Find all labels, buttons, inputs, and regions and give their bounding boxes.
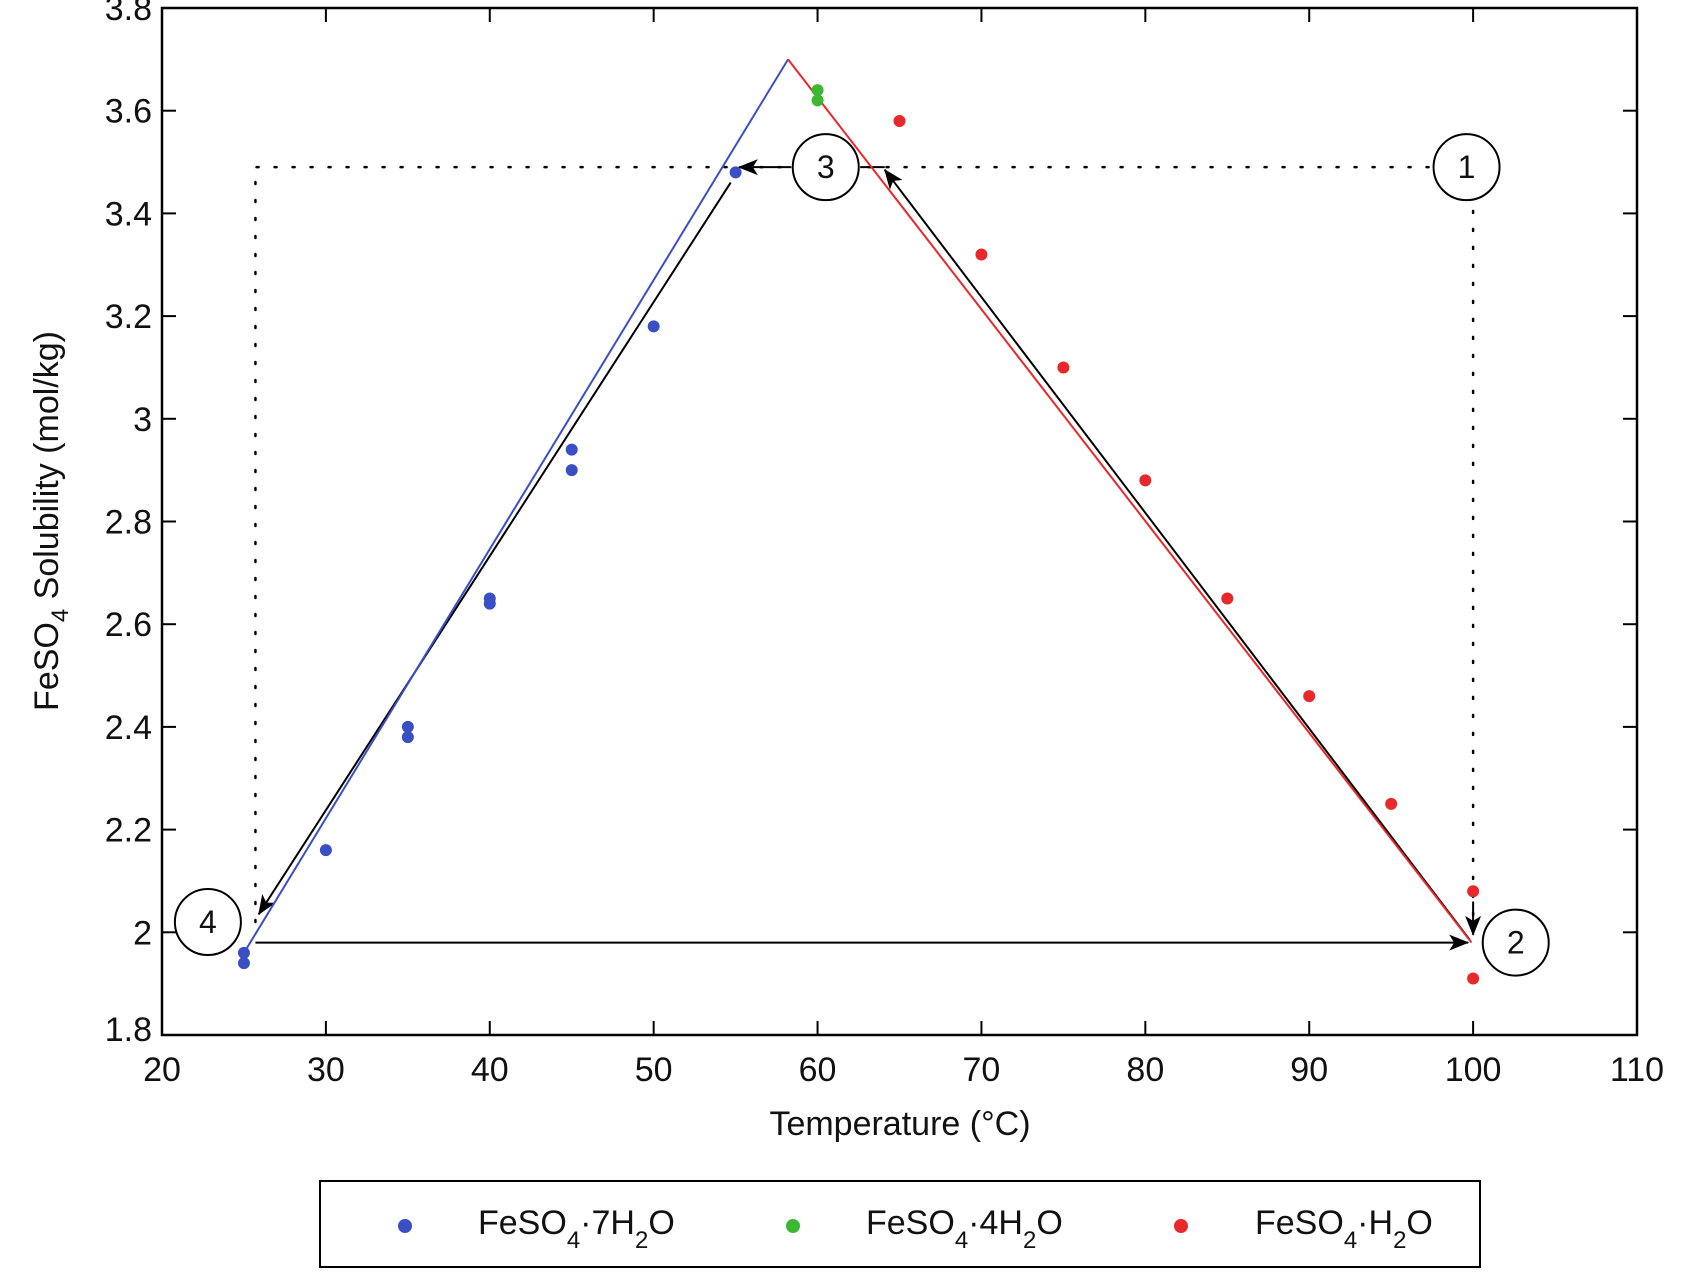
y-tick-label: 2.8 (105, 504, 152, 542)
legend-item-monohydrate: FeSO4·H2O (1174, 1204, 1433, 1254)
data-point (401, 720, 414, 733)
step-circle (173, 888, 242, 957)
data-point (401, 731, 414, 744)
y-tick-label: 2 (133, 914, 152, 952)
step-label: 4 (199, 904, 217, 940)
data-point (647, 320, 660, 333)
legend-marker-blue-dot-icon (398, 1219, 412, 1233)
legend-marker-green-dot-icon (786, 1219, 800, 1233)
x-tick-label: 60 (799, 1051, 837, 1089)
x-tick-label: 100 (1445, 1051, 1502, 1089)
arrow-2-to-3 (883, 168, 1471, 941)
cycle-step-markers: 1 2 3 4 (173, 133, 1550, 977)
x-tick-label: 90 (1290, 1051, 1328, 1089)
legend-item-tetrahydrate: FeSO4·4H2O (786, 1204, 1063, 1254)
plot-area-frame (160, 6, 1639, 1037)
data-point (811, 84, 824, 97)
data-point (1303, 690, 1316, 703)
data-point (319, 844, 332, 857)
data-point (729, 166, 742, 179)
step-label: 2 (1507, 925, 1525, 961)
fit-line (243, 58, 789, 954)
x-tick-label: 50 (635, 1051, 673, 1089)
y-tick-label: 3.6 (105, 93, 152, 131)
x-tick-label: 20 (143, 1051, 181, 1089)
data-point (1467, 972, 1480, 985)
x-tick-label: 110 (1610, 1051, 1664, 1089)
svg-text:FeSO4·7H2O: FeSO4·7H2O (478, 1204, 675, 1254)
y-tick-label: 2.4 (105, 709, 152, 747)
y-tick-label: 2.2 (105, 812, 152, 850)
y-tick-label: 3.4 (105, 195, 152, 233)
legend: FeSO4·7H2O FeSO4·4H2O FeSO4·H2O (319, 1180, 1481, 1268)
data-point (1057, 361, 1070, 374)
data-point (237, 957, 250, 970)
step-circle (1481, 908, 1550, 977)
axis-ticks (161, 7, 1638, 1036)
fit-lines (243, 58, 1473, 954)
x-tick-label: 30 (307, 1051, 345, 1089)
data-point (811, 94, 824, 107)
x-tick-label: 40 (471, 1051, 509, 1089)
data-point (893, 114, 906, 127)
data-point (1139, 474, 1152, 487)
step-label: 3 (817, 149, 835, 185)
svg-text:FeSO4·4H2O: FeSO4·4H2O (866, 1204, 1063, 1254)
data-points (237, 84, 1480, 985)
legend-marker-red-dot-icon (1174, 1219, 1188, 1233)
data-point (483, 597, 496, 610)
axis-tick-labels: 20 30 40 50 60 70 80 90 100 110 1.8 2 2.2 2.4 2.6 2.8 3 3… (105, 0, 1664, 1089)
data-point (1221, 592, 1234, 605)
svg-text:FeSO4·H2O: FeSO4·H2O (1255, 1204, 1433, 1254)
step-circle (1432, 133, 1501, 202)
data-point (565, 464, 578, 477)
step-label: 1 (1458, 149, 1476, 185)
y-axis-label: FeSO4 Solubility (mol/kg) (28, 331, 74, 711)
data-point (237, 946, 250, 959)
y-tick-label: 3 (133, 401, 152, 439)
legend-box (319, 1180, 1481, 1268)
y-tick-label: 1.8 (105, 1011, 152, 1049)
fit-line (787, 58, 1473, 944)
x-axis-label: Temperature (°C) (769, 1105, 1030, 1143)
y-tick-label: 3.8 (105, 0, 152, 28)
x-tick-label: 70 (963, 1051, 1001, 1089)
step-circle (791, 133, 860, 202)
data-point (565, 443, 578, 456)
x-tick-label: 80 (1126, 1051, 1164, 1089)
cycle-path (254, 159, 1482, 951)
data-point (1467, 885, 1480, 898)
arrow-3-to-4 (257, 182, 732, 916)
y-tick-label: 2.6 (105, 606, 152, 644)
y-tick-label: 3.2 (105, 298, 152, 336)
data-point (975, 248, 988, 261)
legend-item-heptahydrate: FeSO4·7H2O (398, 1204, 675, 1254)
data-point (1385, 797, 1398, 810)
dotted-path (254, 165, 1434, 924)
